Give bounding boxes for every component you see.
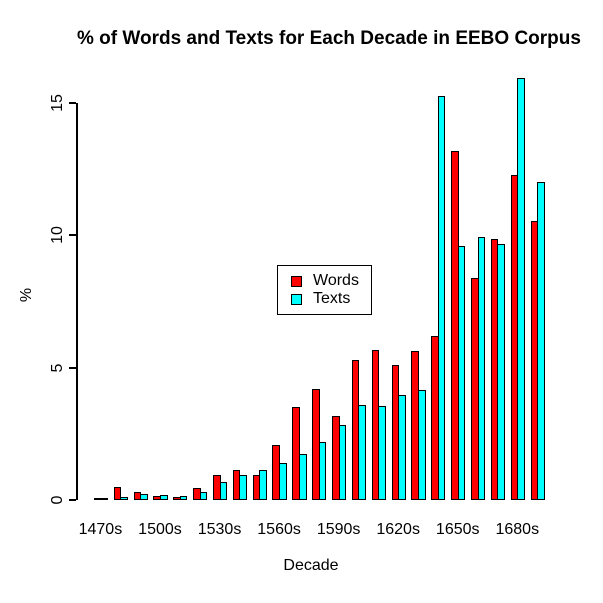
y-tick-label: 15 — [49, 94, 66, 112]
bar-words-1480s — [113, 487, 122, 500]
y-tick — [69, 102, 76, 104]
y-tick-label: 0 — [49, 495, 66, 505]
y-tick — [69, 366, 76, 369]
y-tick-label: 5 — [49, 363, 66, 373]
legend-label-texts: Texts — [313, 290, 351, 307]
y-axis-title: % — [18, 287, 35, 303]
x-tick-label-1680s: 1680s — [495, 521, 540, 538]
bar-texts-1590s — [338, 425, 347, 500]
y-tick — [69, 234, 76, 237]
bar-texts-1560s — [279, 463, 287, 500]
legend-item-words: Words — [291, 272, 371, 289]
bar-texts-1640s — [437, 96, 446, 500]
x-tick-label-1620s: 1620s — [376, 521, 420, 538]
x-tick-label-1590s: 1590s — [316, 521, 361, 538]
bar-texts-1480s — [120, 497, 128, 500]
x-tick-label-1470s: 1470s — [78, 521, 123, 538]
bar-texts-1550s — [259, 470, 267, 500]
x-tick-label-1530s: 1530s — [197, 521, 242, 538]
bar-texts-1620s — [398, 395, 406, 500]
bar-texts-1580s — [318, 442, 327, 500]
bar-words-1570s — [292, 407, 300, 500]
bar-texts-1650s — [457, 246, 466, 500]
bar-texts-1630s — [418, 390, 426, 500]
y-tick — [69, 499, 76, 501]
bar-texts-1610s — [378, 406, 386, 500]
bar-texts-1520s — [199, 492, 208, 500]
words-color-swatch — [291, 275, 302, 287]
x-tick-label-1500s: 1500s — [138, 521, 182, 538]
legend-label-words: Words — [313, 272, 359, 289]
bar-texts-1670s — [497, 244, 506, 500]
bar-texts-1540s — [239, 475, 247, 500]
y-tick-label: 10 — [49, 226, 66, 245]
bar-texts-1470s — [100, 498, 109, 500]
x-axis-title: Decade — [283, 557, 339, 574]
bar-texts-1690s — [537, 182, 545, 500]
x-tick-label-1650s: 1650s — [435, 521, 480, 538]
bar-texts-1680s — [517, 78, 525, 500]
bar-texts-1500s — [159, 495, 168, 500]
chart-title: % of Words and Texts for Each Decade in … — [77, 28, 581, 49]
bar-texts-1570s — [298, 454, 307, 500]
texts-color-swatch — [291, 293, 302, 305]
x-tick-label-1560s: 1560s — [257, 521, 301, 538]
bar-texts-1660s — [477, 237, 486, 500]
bar-texts-1600s — [358, 405, 367, 500]
bar-texts-1510s — [179, 496, 188, 500]
y-axis-line — [76, 103, 78, 500]
legend-item-texts: Texts — [291, 290, 371, 307]
legend: Words Texts — [277, 265, 372, 315]
bar-texts-1490s — [140, 494, 148, 500]
bar-texts-1530s — [219, 482, 228, 500]
